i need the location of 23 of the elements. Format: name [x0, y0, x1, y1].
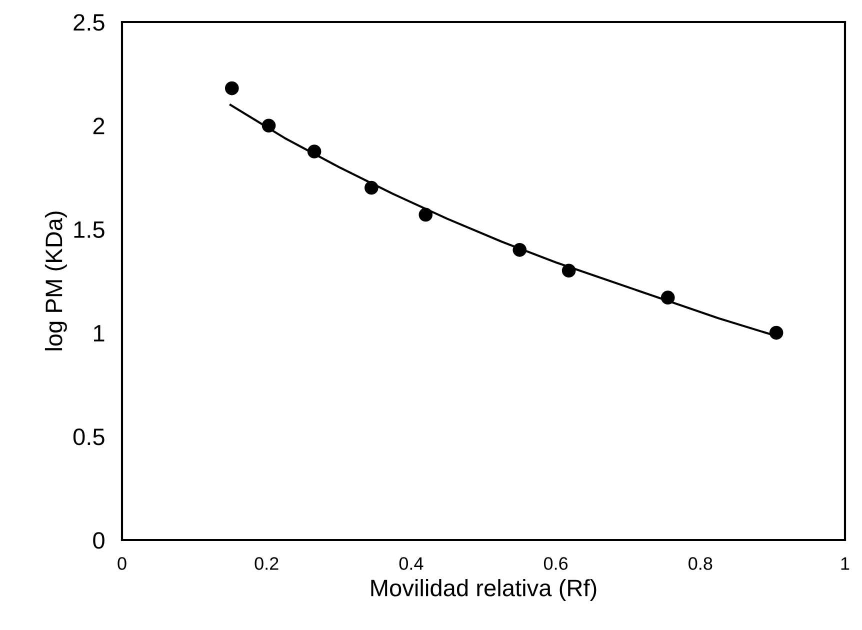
y-tick-label: 0 [93, 532, 104, 549]
point [660, 290, 675, 304]
x-tick-label: 0 [118, 557, 126, 570]
point [418, 208, 433, 222]
x-axis-title: Movilidad relativa (Rf) [371, 579, 596, 602]
y-tick-label: 1.5 [74, 222, 104, 238]
point [769, 326, 784, 340]
y-tick-label: 2.5 [74, 14, 104, 31]
x-tick-label: 0.2 [254, 557, 278, 570]
point [262, 118, 276, 133]
y-axis-title: log PM (KDa) [44, 212, 67, 350]
x-tick-label: 1 [841, 557, 850, 570]
x-tick-label: 0.4 [399, 557, 424, 570]
point [224, 81, 239, 96]
point [512, 243, 527, 257]
y-tick-label: 2 [93, 118, 104, 134]
x-tick-label: 0.8 [688, 557, 712, 570]
point [562, 264, 576, 278]
point [364, 180, 378, 195]
y-tick-label: 0.5 [73, 428, 104, 446]
point [307, 144, 322, 158]
x-tick-label: 0.6 [544, 557, 568, 570]
y-tick-label: 1 [94, 325, 104, 342]
